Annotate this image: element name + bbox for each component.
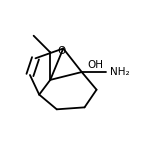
Text: O: O <box>58 46 66 56</box>
Text: OH: OH <box>88 60 104 70</box>
Text: NH₂: NH₂ <box>110 67 130 77</box>
